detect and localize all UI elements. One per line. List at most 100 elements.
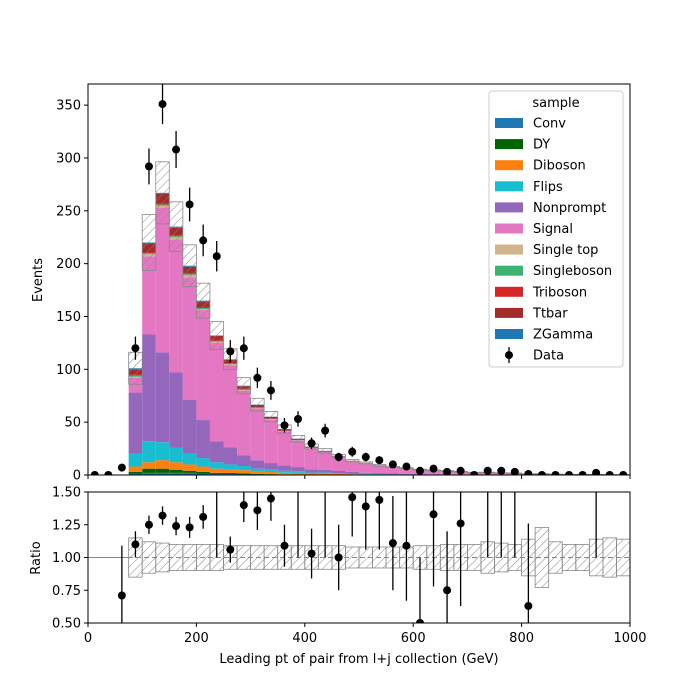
bar-flips (142, 441, 156, 463)
data-point (619, 471, 628, 475)
bar-nonprompt (182, 399, 197, 454)
bar-diboson (169, 462, 183, 470)
x-tick-label: 600 (401, 631, 426, 646)
bar-dy (128, 471, 143, 474)
bar-nonprompt (155, 352, 170, 443)
data-point (172, 145, 181, 154)
bar-signal (223, 365, 238, 448)
bar-flips (291, 471, 305, 473)
uncertainty-bin (236, 377, 252, 395)
bar-signal (386, 467, 400, 474)
data-point (266, 386, 275, 395)
y-tick-label: 50 (64, 416, 81, 431)
ratio-point (185, 523, 194, 532)
legend-entry: Ttbar (532, 306, 568, 321)
legend-swatch (495, 265, 523, 276)
ratio-y-tick-label: 1.25 (52, 518, 81, 533)
ratio-point (144, 520, 153, 529)
bar-flips (169, 447, 183, 463)
bar-conv (223, 473, 238, 475)
series-signal (128, 207, 630, 475)
bar-flips (196, 458, 210, 467)
data-point (212, 252, 221, 261)
legend-swatch (495, 307, 523, 318)
series-flips (128, 441, 522, 475)
bar-diboson (318, 473, 332, 475)
bar-flips (345, 473, 359, 475)
bar-nonprompt (359, 472, 373, 474)
y-tick-label: 350 (56, 99, 81, 114)
bar-signal (318, 451, 332, 470)
y-axis-label-events: Events (31, 258, 46, 302)
bar-dy (169, 469, 183, 473)
data-point (456, 466, 465, 475)
bar-diboson (196, 466, 210, 472)
ratio-point (375, 495, 384, 504)
bar-nonprompt (209, 441, 224, 463)
ratio-point (415, 619, 424, 623)
legend-entry: Singleboson (533, 264, 612, 279)
uncertainty-bin (168, 201, 184, 252)
bar-flips (182, 453, 197, 465)
data-point (321, 426, 330, 435)
bar-nonprompt (291, 467, 305, 472)
ratio-point (226, 545, 235, 554)
data-point (294, 414, 303, 423)
bar-signal (237, 390, 251, 456)
legend-swatch (495, 329, 523, 339)
data-point (226, 347, 235, 356)
x-tick-label: 200 (184, 631, 209, 646)
y-tick-label: 100 (56, 363, 81, 378)
bar-flips (128, 453, 143, 467)
data-point (375, 456, 384, 465)
ratio-point (361, 502, 370, 511)
bar-signal (142, 256, 156, 335)
uncertainty-bin (317, 448, 333, 454)
series-nonprompt (128, 334, 549, 475)
data-point (280, 421, 289, 430)
ratio-point (402, 541, 411, 550)
bar-flips (155, 442, 170, 461)
legend-entry: Triboson (532, 285, 587, 300)
ratio-point (388, 539, 397, 548)
bar-signal (291, 440, 305, 468)
x-tick-label: 0 (84, 631, 92, 646)
data-point (524, 469, 533, 475)
legend-entry: Flips (533, 180, 563, 195)
bar-flips (209, 462, 224, 469)
data-point (348, 447, 357, 456)
data-point (361, 453, 370, 462)
x-tick-label: 800 (509, 631, 534, 646)
uncertainty-bin (358, 461, 373, 465)
data-point (104, 471, 113, 475)
data-point (443, 467, 452, 475)
bar-signal (359, 463, 373, 473)
ratio-point (348, 493, 357, 502)
bar-diboson (291, 472, 305, 475)
legend-swatch (495, 181, 523, 192)
legend-entry: ZGamma (533, 328, 593, 343)
y-axis-label-ratio: Ratio (29, 541, 44, 574)
uncertainty-bin (263, 411, 279, 423)
bar-signal (331, 457, 346, 471)
ratio-point (266, 494, 275, 503)
bar-signal (182, 277, 197, 400)
bar-nonprompt (386, 473, 400, 475)
data-point (592, 468, 601, 475)
data-point (497, 466, 506, 475)
ratio-plot-area (88, 492, 630, 623)
y-tick-label: 150 (56, 310, 81, 325)
top-plot-area (90, 84, 630, 475)
bar-nonprompt (169, 372, 183, 448)
uncertainty-bin (290, 434, 306, 443)
bar-nonprompt (372, 473, 387, 475)
legend-entry: Nonprompt (533, 201, 606, 216)
ratio-plot: 0.50 0.75 1.00 1.25 1.50 0 200 400 600 800 1000 (52, 486, 647, 647)
data-point (239, 344, 248, 353)
bar-flips (318, 472, 332, 474)
legend-data-marker (505, 351, 513, 360)
data-point (334, 453, 343, 462)
data-point (537, 471, 546, 475)
ratio-points (117, 492, 597, 623)
